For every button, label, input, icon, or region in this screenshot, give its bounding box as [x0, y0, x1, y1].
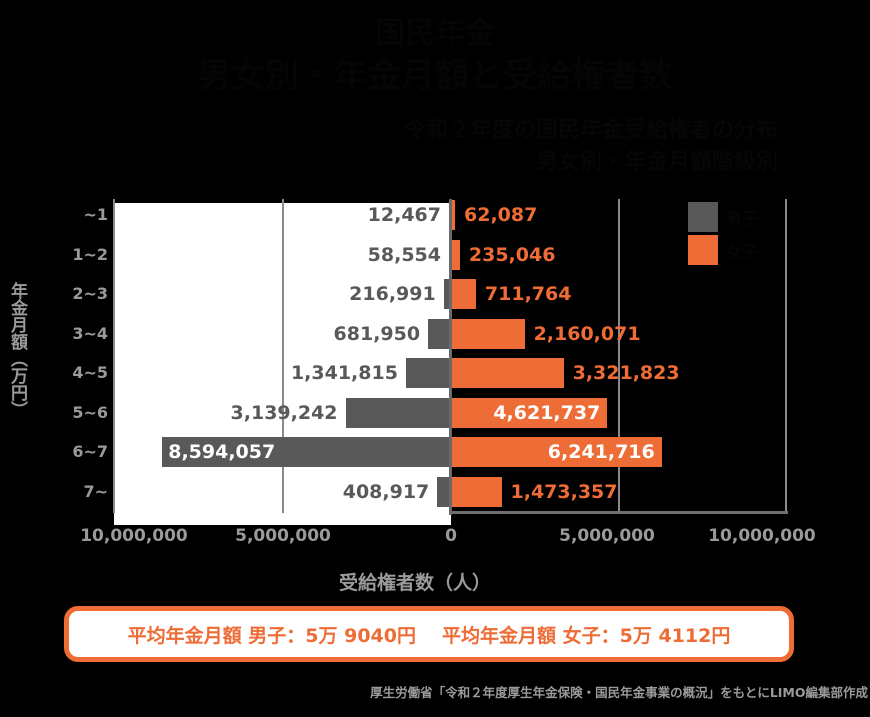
x-tick-right-10m: 10,000,000 [708, 526, 816, 546]
bar-female [452, 318, 525, 349]
y-category-label: 2~3 [72, 284, 108, 303]
bar-female [452, 437, 662, 467]
legend-swatch-male [688, 201, 718, 232]
bar-male [428, 318, 451, 349]
source-note: 厚生労働省「令和２年度厚生年金保険・国民年金事業の概況」をもとにLIMO編集部作… [370, 685, 868, 700]
y-category-label: 6~7 [72, 442, 108, 461]
bar-female [452, 397, 608, 428]
value-label-male: 12,467 [367, 204, 441, 226]
gridline-left-5m [282, 199, 284, 513]
value-label-male: 1,341,815 [290, 362, 398, 384]
chart-title-line2: 男女別・年金月額と受給権者数 [197, 56, 673, 96]
value-label-female: 711,764 [484, 283, 572, 305]
value-label-female: 4,621,737 [493, 401, 601, 424]
x-axis-line [451, 511, 788, 514]
bar-male [405, 358, 451, 388]
x-tick-left-5m: 5,000,000 [235, 526, 331, 546]
x-tick-left-10m: 10,000,000 [80, 526, 188, 546]
legend-label-female: 女子 [726, 241, 759, 261]
bar-male [437, 476, 451, 507]
value-label-female: 3,321,823 [572, 362, 680, 384]
value-label-female: 1,473,357 [510, 480, 618, 503]
average-pension-box: 平均年金月額 男子：5万 9040円 平均年金月額 女子：5万 4112円 [64, 606, 794, 662]
value-label-male: 408,917 [342, 480, 430, 503]
bar-female [452, 358, 564, 388]
value-label-female: 6,241,716 [547, 441, 655, 463]
value-label-female: 62,087 [464, 204, 538, 226]
legend-item-male: 男子 [688, 200, 758, 233]
gridline-left-10m [113, 199, 115, 513]
legend-item-female: 女子 [688, 233, 758, 266]
x-axis-label: 受給権者数（人） [338, 572, 491, 594]
bar-male [162, 437, 451, 467]
value-label-male: 681,950 [333, 322, 421, 345]
y-axis-label: 年金月額（万円） [7, 282, 27, 418]
chart-title-line1: 国民年金 [375, 16, 495, 51]
bar-male [443, 279, 451, 309]
bar-female [452, 239, 460, 270]
y-category-label: 5~6 [72, 402, 108, 422]
male-average-text: 平均年金月額 男子：5万 9040円 [127, 624, 416, 647]
bar-female [452, 279, 476, 309]
gridline-right-5m [618, 199, 620, 513]
zero-axis-line [449, 199, 452, 515]
female-average-text: 平均年金月額 女子：5万 4112円 [442, 624, 731, 647]
value-label-female: 235,046 [468, 243, 556, 266]
bar-male [345, 397, 451, 428]
chart-subtitle-line1: 令和２年度の国民年金受給権者の分布 [403, 118, 778, 143]
value-label-male: 58,554 [367, 243, 441, 266]
value-label-female: 2,160,071 [533, 322, 641, 345]
y-category-label: ~1 [83, 205, 108, 224]
y-category-label: 7~ [83, 481, 108, 501]
bar-female [452, 200, 455, 230]
legend: 男子 女子 [688, 200, 758, 266]
legend-swatch-female [688, 234, 718, 265]
x-tick-right-5m: 5,000,000 [559, 526, 655, 546]
legend-label-male: 男子 [726, 208, 759, 228]
value-label-male: 3,139,242 [230, 401, 338, 424]
chart-subtitle-line2: 男女別・年金月額階級別 [535, 150, 778, 175]
y-category-label: 4~5 [72, 363, 108, 382]
gridline-right-10m [785, 199, 787, 513]
value-label-male: 216,991 [349, 283, 436, 305]
x-tick-zero: 0 [445, 526, 457, 546]
y-category-label: 3~4 [72, 323, 108, 343]
bar-female [452, 476, 502, 507]
y-category-label: 1~2 [72, 244, 108, 264]
value-label-male: 8,594,057 [168, 441, 276, 463]
